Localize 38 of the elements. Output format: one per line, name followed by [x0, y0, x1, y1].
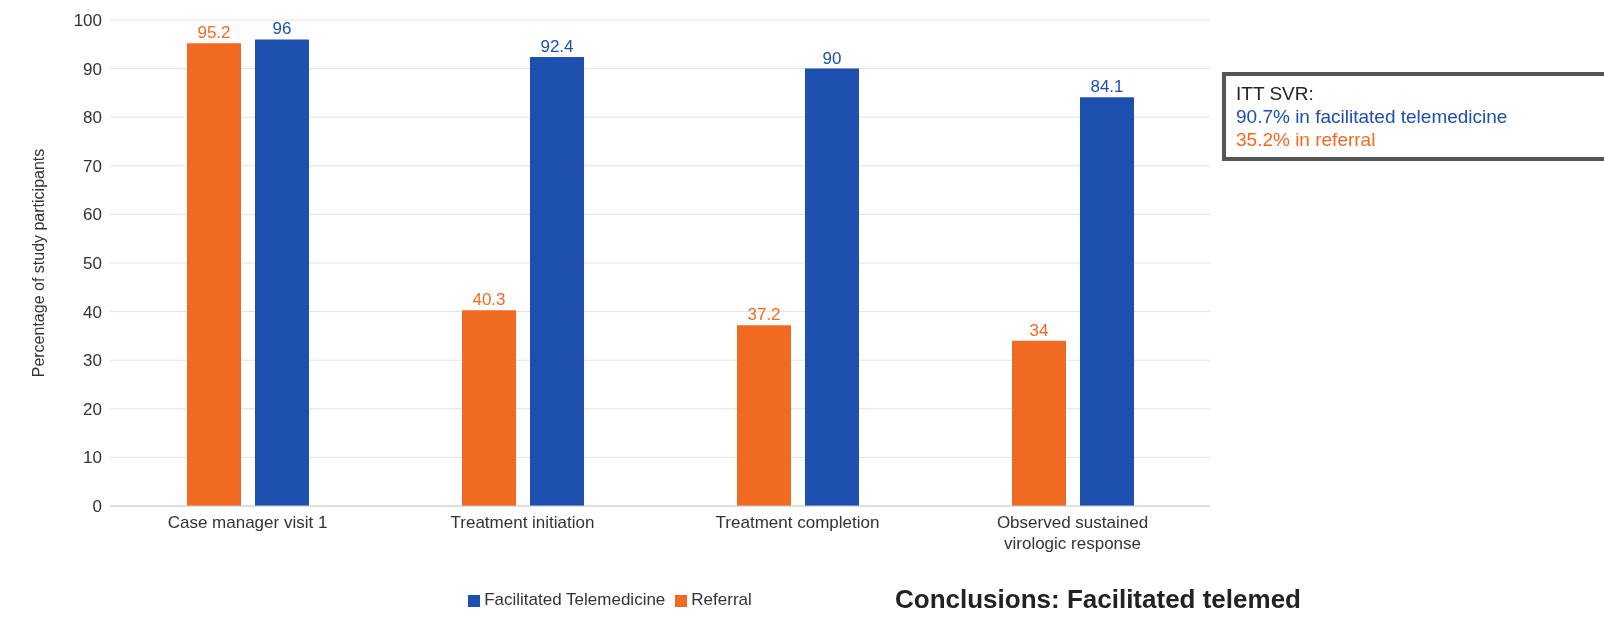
- y-tick-label: 90: [83, 59, 102, 79]
- text: ITT SVR:: [1236, 82, 1315, 105]
- data-label: 96: [272, 19, 292, 39]
- data-label: 84.1: [1090, 77, 1124, 97]
- y-tick-label: 40: [83, 302, 102, 322]
- bar: [737, 325, 791, 506]
- data-label: 37.2: [747, 305, 781, 325]
- y-tick-label: 10: [83, 448, 102, 468]
- data-label: 95.2: [197, 23, 231, 43]
- y-tick-label: 80: [83, 108, 102, 128]
- x-tick-label: Case manager visit 1: [167, 513, 328, 532]
- x-tick-label: Observed sustained virologic response: [996, 513, 1149, 553]
- y-axis-title: Percentage of study participants: [29, 148, 47, 378]
- x-tick-label: Treatment completion: [715, 513, 880, 532]
- y-tick-label: 100: [73, 11, 102, 31]
- legend-label: Referral: [691, 590, 752, 609]
- bar: [255, 39, 309, 506]
- y-tick-label: 20: [83, 399, 102, 419]
- y-tick-label: 60: [83, 205, 102, 225]
- text: Conclusions: Facilitated telemed: [895, 584, 1301, 615]
- y-tick-label: 30: [83, 351, 102, 371]
- data-label: 92.4: [540, 36, 574, 56]
- text: 90.7% in facilitated telemedicine: [1236, 105, 1509, 128]
- data-label: 34: [1029, 320, 1049, 340]
- bar: [1012, 340, 1066, 506]
- x-tick-label: Treatment initiation: [450, 513, 595, 532]
- data-label: 90: [822, 48, 842, 68]
- legend-label: Facilitated Telemedicine: [484, 590, 666, 609]
- bar: [1080, 97, 1134, 506]
- text: 35.2% in referral: [1236, 128, 1377, 151]
- bar: [462, 310, 516, 506]
- y-tick-label: 50: [83, 254, 102, 274]
- data-label: 40.3: [472, 290, 506, 310]
- bar: [187, 43, 241, 506]
- bar: [530, 56, 584, 506]
- y-tick-label: 70: [83, 156, 102, 176]
- bar: [805, 68, 859, 506]
- y-tick-label: 0: [92, 497, 102, 517]
